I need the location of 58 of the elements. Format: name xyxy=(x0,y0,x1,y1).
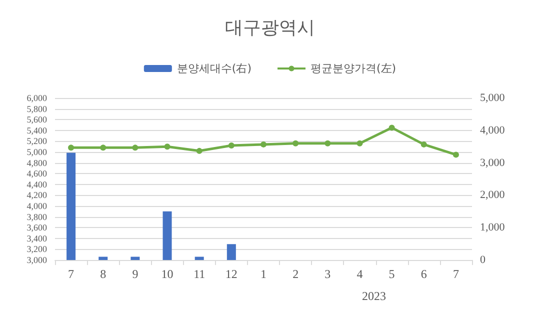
y2-tick-label: 5,000 xyxy=(480,92,506,104)
chart-title: 대구광역시 xyxy=(225,18,315,38)
point xyxy=(164,144,170,150)
y-tick-label: 4,400 xyxy=(26,179,48,190)
y-tick-label: 3,600 xyxy=(26,222,48,233)
point xyxy=(100,144,106,151)
x-tick-label: 3 xyxy=(324,267,331,281)
y-tick-label: 4,800 xyxy=(26,158,48,168)
y-tick-label: 5,200 xyxy=(26,136,48,146)
point xyxy=(196,148,202,154)
x-tick-label: 12 xyxy=(225,267,238,281)
y-tick-label: 3,000 xyxy=(26,255,48,265)
point xyxy=(388,124,395,131)
y-tick-label: 4,600 xyxy=(26,168,48,179)
text: 2023 xyxy=(362,289,386,303)
x-tick-label: 6 xyxy=(420,267,427,281)
point xyxy=(68,144,74,151)
x-tick-label: 1 xyxy=(260,267,266,281)
point xyxy=(292,140,299,146)
point xyxy=(356,140,363,146)
point xyxy=(420,141,427,148)
y2-tick-label: 3,000 xyxy=(480,156,506,169)
bar xyxy=(66,152,76,260)
y-tick-label: 4,200 xyxy=(26,190,48,200)
y-tick-label: 3,800 xyxy=(26,212,48,222)
bar xyxy=(194,256,204,260)
x-tick-label: 8 xyxy=(100,267,106,281)
point xyxy=(228,142,234,149)
y-tick-label: 3,200 xyxy=(26,244,48,254)
y2-tick-label: 2,000 xyxy=(480,189,506,202)
bar xyxy=(98,256,108,260)
x-tick-label: 9 xyxy=(132,267,138,281)
y-tick-label: 5,000 xyxy=(26,147,48,157)
bar xyxy=(130,256,140,260)
x-tick-label: 7 xyxy=(452,267,459,281)
x-tick-label: 7 xyxy=(68,267,74,281)
y2-tick-label: 1,000 xyxy=(480,222,506,234)
point xyxy=(452,152,459,158)
legend-label: 평균분양가격(左) xyxy=(310,62,396,75)
y2-tick-label: 0 xyxy=(480,254,486,266)
bar xyxy=(226,244,236,260)
x-tick-label: 2 xyxy=(292,267,299,281)
point xyxy=(132,144,138,151)
y-tick-label: 3,400 xyxy=(26,233,48,244)
y-tick-label: 5,800 xyxy=(26,104,48,114)
x-tick-label: 4 xyxy=(356,267,363,281)
point xyxy=(324,140,331,146)
x-tick-label: 10 xyxy=(161,267,174,281)
point xyxy=(260,141,266,148)
legend-label: 분양세대수(右) xyxy=(176,62,252,75)
x-tick-label: 5 xyxy=(388,267,395,281)
y-tick-label: 5,600 xyxy=(26,114,48,125)
bar xyxy=(162,211,172,260)
y-tick-label: 4,000 xyxy=(26,201,48,211)
y-tick-label: 6,000 xyxy=(26,93,48,103)
y2-tick-label: 4,000 xyxy=(480,124,506,136)
y-tick-label: 5,400 xyxy=(26,125,48,136)
x-tick-label: 11 xyxy=(194,267,206,281)
